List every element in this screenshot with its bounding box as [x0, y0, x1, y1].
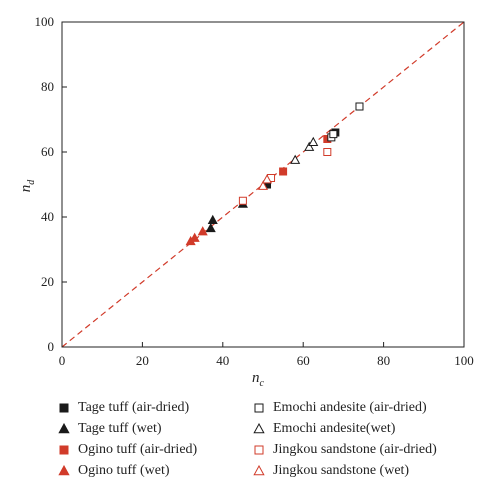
y-axis: 0 20 40 60 80 100: [35, 14, 67, 354]
reference-line: [61, 21, 465, 348]
x-tick-label: 60: [297, 353, 310, 368]
legend-item: Tage tuff (wet): [58, 421, 162, 437]
legend-marker: [58, 465, 70, 476]
y-tick-label: 20: [41, 274, 54, 289]
legend-marker-shape: [254, 445, 264, 455]
x-tick-label: 100: [454, 353, 474, 368]
y-tick-label: 80: [41, 79, 54, 94]
data-point: [308, 136, 319, 147]
data-point: [355, 102, 364, 111]
legend-label: Ogino tuff (air-dried): [78, 442, 198, 457]
data-point: [290, 154, 301, 164]
y-tick-label: 0: [48, 339, 55, 354]
legend-marker: [254, 445, 264, 455]
legend-item: Tage tuff (air-dried): [58, 400, 189, 416]
data-point: [279, 167, 288, 176]
legend-item: Ogino tuff (air-dried): [58, 442, 197, 458]
legend-marker: [253, 423, 265, 434]
y-tick-label: 100: [35, 14, 55, 29]
x-axis-label: nc: [252, 370, 265, 389]
data-point: [323, 148, 332, 156]
data-point: [304, 141, 315, 151]
x-tick-label: 40: [216, 353, 229, 368]
y-axis-label: nd: [18, 179, 37, 193]
x-axis: 0 20 40 60 80 100: [59, 342, 474, 368]
y-tick-label: 60: [41, 144, 54, 159]
legend: Tage tuff (air-dried) Tage tuff (wet) Ogin…: [0, 392, 493, 500]
legend-marker: [59, 445, 69, 455]
legend-marker: [254, 403, 264, 413]
legend-label: Jingkou sandstone (wet): [273, 463, 410, 478]
legend-label: Ogino tuff (wet): [78, 463, 170, 478]
legend-marker: [59, 403, 69, 413]
legend-marker-shape: [59, 445, 69, 455]
legend-marker: [58, 423, 70, 434]
x-tick-label: 20: [136, 353, 149, 368]
y-tick-label: 40: [41, 209, 54, 224]
legend-item: Ogino tuff (wet): [58, 463, 170, 479]
legend-label: Emochi andesite(wet): [273, 421, 396, 436]
data-point: [197, 226, 208, 236]
x-axis-label-main: n: [252, 370, 260, 386]
y-axis-label-sub: d: [26, 179, 37, 185]
y-axis-label-main: n: [18, 185, 34, 193]
legend-label: Jingkou sandstone (air-dried): [273, 442, 437, 457]
reference-line-layer: [61, 21, 465, 348]
legend-label: Tage tuff (wet): [78, 421, 162, 436]
legend-marker-shape: [253, 465, 265, 476]
legend-label: Emochi andesite (air-dried): [273, 400, 427, 415]
legend-marker-shape: [253, 423, 265, 434]
legend-item: Jingkou sandstone (wet): [253, 463, 409, 479]
x-axis-label-sub: c: [260, 378, 265, 389]
data-point: [207, 214, 218, 225]
legend-marker-shape: [59, 403, 69, 413]
x-tick-label: 80: [377, 353, 390, 368]
data-point: [238, 196, 247, 205]
legend-label: Tage tuff (air-dried): [78, 400, 190, 415]
data-point: [189, 232, 200, 242]
x-tick-label: 0: [59, 353, 66, 368]
legend-marker: [253, 465, 265, 476]
legend-item: Emochi andesite (air-dried): [253, 400, 427, 416]
legend-item: Emochi andesite(wet): [253, 421, 395, 437]
legend-item: Jingkou sandstone (air-dried): [253, 442, 437, 458]
legend-marker-shape: [58, 423, 70, 434]
legend-marker-shape: [254, 403, 264, 413]
legend-marker-shape: [58, 465, 70, 476]
data-point: [205, 222, 216, 233]
data-point: [261, 174, 273, 184]
data-point: [329, 130, 338, 139]
data-point: [257, 180, 269, 190]
data-points: [185, 102, 364, 246]
